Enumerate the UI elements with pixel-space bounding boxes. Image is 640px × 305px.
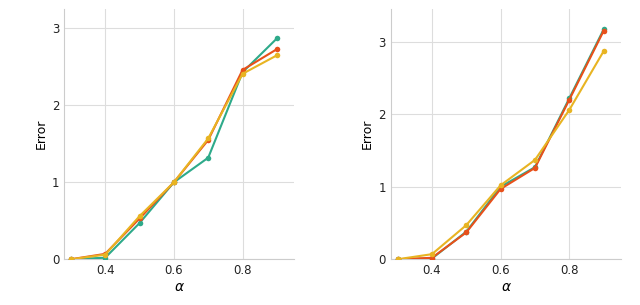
X-axis label: α: α xyxy=(501,280,510,294)
Y-axis label: Error: Error xyxy=(361,119,374,149)
X-axis label: α: α xyxy=(175,280,184,294)
Y-axis label: Error: Error xyxy=(35,119,47,149)
